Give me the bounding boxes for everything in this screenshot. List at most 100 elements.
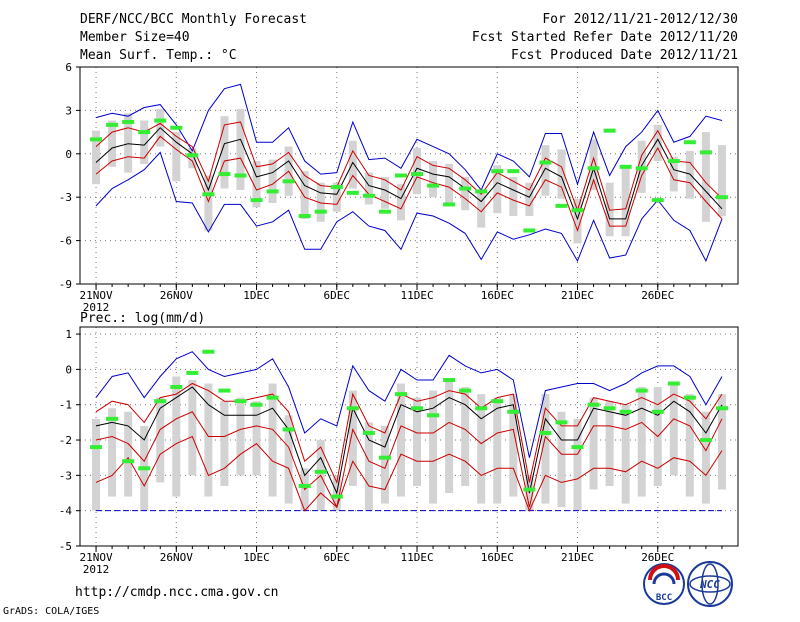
observed-marker (683, 395, 696, 400)
ensemble-box (124, 411, 133, 497)
ensemble-box (156, 397, 165, 483)
ensemble-box (525, 182, 534, 217)
observed-marker (186, 370, 199, 375)
ensemble-box (92, 130, 101, 185)
ensemble-box (220, 116, 229, 189)
ensemble-box (364, 172, 373, 205)
y-tick-label: -9 (59, 278, 72, 291)
y-tick-label: 0 (65, 363, 72, 376)
observed-marker (651, 198, 664, 203)
observed-marker (491, 399, 504, 404)
ensemble-box (541, 145, 550, 196)
observed-marker (459, 388, 472, 393)
ensemble-box (461, 387, 470, 486)
x-tick-label: 26DEC (641, 551, 674, 564)
observed-marker (186, 153, 199, 158)
ensemble-box (268, 159, 277, 203)
observed-marker (106, 416, 119, 421)
fcst-produced: Fcst Produced Date 2012/11/21 (511, 48, 738, 63)
observed-marker (555, 420, 568, 425)
observed-marker (427, 183, 440, 188)
ensemble-box (669, 156, 678, 192)
ensemble-box (413, 397, 422, 486)
observed-marker (571, 208, 584, 213)
ensemble-box (445, 379, 454, 494)
ensemble-box (669, 383, 678, 476)
ensemble-box (252, 401, 261, 476)
upper-std-line (95, 121, 723, 212)
ensemble-box (509, 394, 518, 497)
observed-marker (475, 189, 488, 194)
grads-credit: GrADS: COLA/IGES (3, 606, 99, 617)
ensemble-box (461, 176, 470, 211)
ensemble-box (717, 394, 726, 490)
observed-marker (266, 395, 279, 400)
ensemble-box (557, 411, 566, 508)
observed-marker (715, 195, 728, 200)
observed-marker (699, 438, 712, 443)
ensemble-box (284, 415, 293, 504)
observed-marker (587, 166, 600, 171)
panel1-title: Mean Surf. Temp.: °C (80, 48, 237, 63)
observed-marker (266, 189, 279, 194)
lower-std-line (95, 435, 723, 513)
ensemble-box (316, 182, 325, 222)
observed-marker (539, 430, 552, 435)
panel2-title: Prec.: log(mm/d) (80, 311, 205, 326)
ensemble-box (685, 394, 694, 497)
precipitation-panel: -5 -4 -3 -2 -1 0 1 21NOV 26NOV 1DEC 6DEC 11DEC 16DEC… (59, 326, 739, 576)
ensemble-box (364, 422, 373, 511)
ncc-logo-text: NCC (699, 578, 720, 591)
observed-marker (314, 469, 327, 474)
observed-marker (250, 198, 263, 203)
observed-marker (619, 409, 632, 414)
ensemble-box (573, 418, 582, 511)
figure-title: DERF/NCC/BCC Monthly Forecast (80, 12, 307, 27)
observed-marker (330, 185, 343, 190)
ensemble-box (493, 397, 502, 504)
ensemble-box (204, 383, 213, 497)
y-tick-label: -2 (59, 434, 72, 447)
x-tick-label: 21NOV (79, 289, 112, 302)
ncc-logo: NCC (687, 561, 733, 607)
ensemble-box (124, 113, 133, 173)
x-tick-label: 21DEC (561, 551, 594, 564)
observed-marker (218, 172, 231, 177)
ensemble-box (493, 165, 502, 214)
y-tick-label: 1 (65, 328, 72, 341)
y-tick-label: -4 (59, 505, 73, 518)
observed-marker (314, 209, 327, 214)
fcst-started: Fcst Started Refer Date 2012/11/20 (472, 30, 738, 45)
x-tick-label: 6DEC (324, 551, 351, 564)
ensemble-box (396, 184, 405, 221)
observed-marker (138, 130, 151, 135)
ensemble-box (188, 379, 197, 476)
ensemble-box (429, 390, 438, 504)
ensemble-box (108, 408, 117, 497)
ensemble-box (589, 397, 598, 490)
bcc-logo: BCC (643, 563, 685, 605)
ensemble-box (573, 198, 582, 244)
observed-marker (667, 381, 680, 386)
ensemble-box (204, 175, 213, 231)
plot-frame (79, 66, 739, 285)
x-tick-label: 6DEC (324, 289, 351, 302)
observed-marker (282, 179, 295, 184)
ensemble-box (621, 404, 630, 504)
ensemble-box (236, 397, 245, 476)
x-tick-label: 21DEC (561, 289, 594, 302)
ensemble-box (172, 132, 181, 182)
observed-marker (651, 409, 664, 414)
ensemble-box (220, 401, 229, 486)
max-line (95, 83, 723, 191)
ensemble-box (268, 383, 277, 497)
temperature-panel: -9 -6 -3 0 3 6 21NOV 26NOV 1DEC 6DEC 11DEC 16DEC 21D… (59, 61, 739, 314)
ensemble-box (396, 383, 405, 497)
ensemble-box (236, 108, 245, 190)
ensemble-box (332, 182, 341, 212)
x-tick-label: 26DEC (641, 289, 674, 302)
ensemble-box (108, 120, 117, 167)
observed-marker (699, 150, 712, 155)
